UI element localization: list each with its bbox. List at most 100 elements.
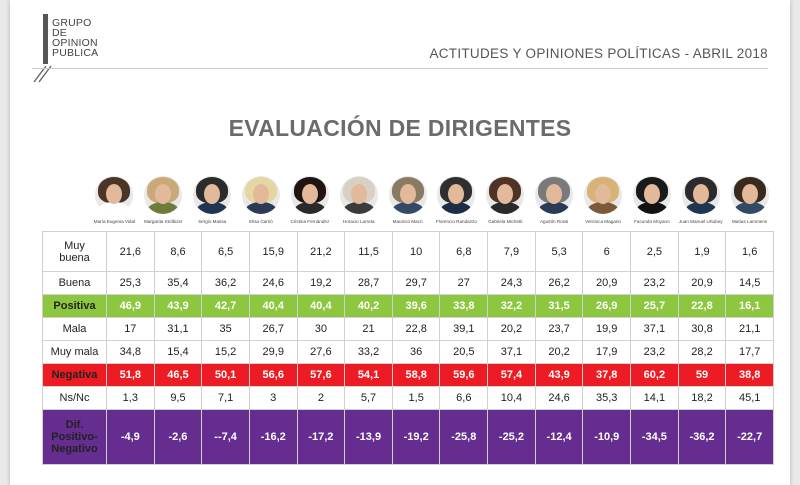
candidate-photo xyxy=(388,176,427,214)
candidate-name: Elisa Carrió xyxy=(249,219,273,224)
table-cell: 26,9 xyxy=(582,294,632,318)
table-cell: 7,1 xyxy=(201,386,250,410)
table-cell: 19,9 xyxy=(582,317,632,341)
row-label: Buena xyxy=(42,271,107,295)
table-cell: 22,8 xyxy=(677,294,727,318)
table-cell: 34,8 xyxy=(106,340,155,364)
table-cell: 5,7 xyxy=(344,386,393,410)
table-cell: 24,6 xyxy=(534,386,584,410)
table-cell: 17 xyxy=(106,317,155,341)
table-cell: 18,2 xyxy=(677,386,727,410)
table-cell: 26,2 xyxy=(534,271,584,295)
candidate-name: Cristina Fernández xyxy=(290,219,330,224)
candidate: Sergio Massa xyxy=(188,176,237,232)
row-muy-mala: Muy mala 34,8 15,4 15,2 29,9 27,6 33,2 36 20,5 37… xyxy=(42,340,774,364)
table-cell: 39,1 xyxy=(439,317,489,341)
table-cell: 14,1 xyxy=(630,386,679,410)
table-cell: 36 xyxy=(391,340,441,364)
table-cell: --7,4 xyxy=(201,409,250,465)
table-cell: 25,7 xyxy=(630,294,679,318)
table-cell: 36,2 xyxy=(201,271,250,295)
candidate: Agustín Rossi xyxy=(530,176,579,232)
table-cell: 37,8 xyxy=(582,363,632,387)
candidate-name: Matías Lammens xyxy=(731,219,768,224)
table-cell: -34,5 xyxy=(630,409,679,465)
slide: GRUPO DE OPINION PUBLICA ACTITUDES Y OPI… xyxy=(10,0,790,485)
row-label: Positiva xyxy=(42,294,107,318)
table-cell: 46,9 xyxy=(106,294,155,318)
candidate: Margarita Stolbizer xyxy=(139,176,188,232)
table-cell: 45,1 xyxy=(725,386,774,410)
table-cell: 17,7 xyxy=(725,340,774,364)
table-cell: 54,1 xyxy=(344,363,393,387)
candidate: Facundo Moyano xyxy=(627,176,676,232)
candidate-photo xyxy=(144,176,183,214)
row-diferencia: Dif. Positivo- Negativo -4,9 -2,6 --7,4 -16,2-… xyxy=(42,409,774,465)
candidate-photo xyxy=(486,176,525,214)
logo-line-4: PUBLICA xyxy=(52,47,99,59)
table-cell: 23,2 xyxy=(630,340,679,364)
table-cell: -10,9 xyxy=(582,409,632,465)
table-cell: 33,2 xyxy=(344,340,393,364)
table-cell: 17,9 xyxy=(582,340,632,364)
table-cell: 37,1 xyxy=(630,317,679,341)
table-cell: 20,2 xyxy=(487,317,536,341)
table-cell: 15,2 xyxy=(201,340,250,364)
table-cell: 28,2 xyxy=(677,340,727,364)
portrait-row: María Eugenia Vidal Margarita Stolbizer Se… xyxy=(90,176,774,232)
candidate-photo xyxy=(290,176,329,214)
candidate-name: Margarita Stolbizer xyxy=(144,219,183,224)
header-divider xyxy=(32,68,768,69)
table-cell: 40,4 xyxy=(248,294,298,318)
table-cell: 30 xyxy=(296,317,346,341)
candidate: Horacio Larreta xyxy=(334,176,383,232)
row-label: Dif. Positivo- Negativo xyxy=(42,409,107,465)
table-cell: 32,2 xyxy=(487,294,536,318)
candidate-name: Florencio Randazzo xyxy=(436,219,477,224)
table-cell: 1,5 xyxy=(391,386,441,410)
row-positiva: Positiva 46,9 43,9 42,7 40,4 40,4 40,2 39,6 33,8… xyxy=(42,294,774,318)
row-negativa: Negativa 51,8 46,5 50,1 56,6 57,6 54,1 58,8 59,6… xyxy=(42,363,774,387)
table-cell: 24,6 xyxy=(248,271,298,295)
table-cell: 29,9 xyxy=(248,340,298,364)
table-cell: -22,7 xyxy=(725,409,774,465)
row-label: Muy mala xyxy=(42,340,107,364)
table-cell: 35 xyxy=(201,317,250,341)
candidate-name: Horacio Larreta xyxy=(342,219,375,224)
candidate: María Eugenia Vidal xyxy=(90,176,139,232)
table-cell: 27,6 xyxy=(296,340,346,364)
table-cell: 6,5 xyxy=(201,231,250,272)
table-cell: 10,4 xyxy=(487,386,536,410)
candidate: Verónica Magario xyxy=(579,176,628,232)
table-cell: 28,7 xyxy=(344,271,393,295)
table-cell: 15,4 xyxy=(153,340,203,364)
row-label: Mala xyxy=(42,317,107,341)
table-cell: 5,3 xyxy=(534,231,584,272)
table-cell: 19,2 xyxy=(296,271,346,295)
table-cell: 2,5 xyxy=(630,231,679,272)
table-cell: 30,8 xyxy=(677,317,727,341)
candidate-photo xyxy=(535,176,574,214)
table-cell: 21,6 xyxy=(106,231,155,272)
candidate: Juan Manuel Urtubey xyxy=(676,176,725,232)
table-cell: 23,7 xyxy=(534,317,584,341)
candidate-name: Gabriela Michetti xyxy=(488,219,523,224)
table-cell: 60,2 xyxy=(630,363,679,387)
candidate-name: Facundo Moyano xyxy=(634,219,670,224)
table-cell: 43,9 xyxy=(534,363,584,387)
table-cell: 6,8 xyxy=(439,231,489,272)
candidate-name: Juan Manuel Urtubey xyxy=(678,219,723,224)
table-cell: 25,3 xyxy=(106,271,155,295)
table-cell: -25,2 xyxy=(487,409,536,465)
row-label: Negativa xyxy=(42,363,107,387)
table-cell: 56,6 xyxy=(248,363,298,387)
table-cell: 50,1 xyxy=(201,363,250,387)
row-mala: Mala 17 31,1 35 26,7 30 21 22,8 39,1 20,2 23,7 19,9… xyxy=(42,317,774,341)
table-cell: 59 xyxy=(677,363,727,387)
table-cell: 37,1 xyxy=(487,340,536,364)
table-cell: 59,6 xyxy=(439,363,489,387)
table-cell: 6,6 xyxy=(439,386,489,410)
table-cell: 7,9 xyxy=(487,231,536,272)
table-cell: -36,2 xyxy=(677,409,727,465)
candidate: Florencio Randazzo xyxy=(432,176,481,232)
